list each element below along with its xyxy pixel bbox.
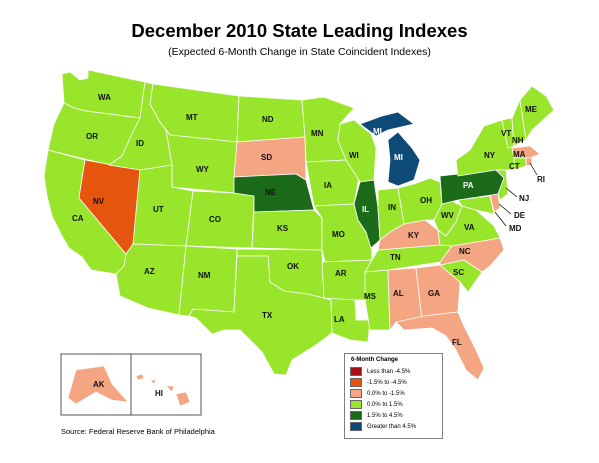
label-MS: MS: [364, 292, 377, 301]
state-ME[interactable]: [519, 85, 555, 141]
map-title: December 2010 State Leading Indexes: [131, 20, 468, 41]
label-NE: NE: [265, 188, 277, 197]
legend-item: Greater than 4.5%: [350, 422, 416, 431]
state-IL[interactable]: [353, 179, 381, 249]
label-OH: OH: [420, 196, 432, 205]
label-CO: CO: [209, 215, 221, 224]
label-OR: OR: [86, 132, 98, 141]
label-SC: SC: [453, 268, 464, 277]
state-MA[interactable]: [511, 145, 541, 159]
leader-DE: [498, 203, 512, 215]
state-MI[interactable]: [359, 111, 421, 187]
legend-swatch: [350, 400, 362, 409]
legend-item: 0.0% to -1.5%: [350, 389, 405, 398]
label-AZ: AZ: [144, 267, 155, 276]
state-HI[interactable]: [135, 373, 191, 407]
legend-swatch: [350, 367, 362, 376]
legend-swatch: [350, 422, 362, 431]
legend-swatch: [350, 389, 362, 398]
label-NM: NM: [198, 271, 211, 280]
label-ID: ID: [136, 139, 144, 148]
label-TX: TX: [262, 311, 273, 320]
label-SD: SD: [261, 153, 272, 162]
label-KS: KS: [277, 224, 289, 233]
label-HI: HI: [155, 389, 163, 398]
label-CA: CA: [72, 214, 84, 223]
label-AL: AL: [393, 289, 404, 298]
legend-label: 0.0% to -1.5%: [367, 390, 405, 397]
state-CO[interactable]: [185, 190, 255, 249]
state-VA[interactable]: [437, 205, 501, 247]
label-WA: WA: [98, 93, 111, 102]
label-NV: NV: [93, 197, 105, 206]
label-UT: UT: [153, 205, 164, 214]
legend-item: 1.5% to 4.5%: [350, 411, 403, 420]
legend-label: 0.0% to 1.5%: [367, 401, 403, 408]
label-MN: MN: [311, 129, 324, 138]
label-WY: WY: [196, 165, 210, 174]
label-IN: IN: [388, 203, 396, 212]
label-MD: MD: [509, 224, 522, 233]
label-VT: VT: [501, 129, 511, 138]
legend-swatch: [350, 378, 362, 387]
label-PA: PA: [463, 181, 474, 190]
label-ND: ND: [262, 115, 274, 124]
state-MD[interactable]: [457, 195, 495, 215]
label-NJ: NJ: [519, 194, 529, 203]
legend-item: Less than -4.5%: [350, 367, 410, 376]
leader-MD: [494, 211, 507, 227]
label-NC: NC: [459, 247, 471, 256]
label-IA: IA: [324, 181, 332, 190]
label-DE: DE: [514, 211, 526, 220]
label-MT: MT: [186, 113, 198, 122]
label-GA: GA: [428, 289, 440, 298]
state-FL[interactable]: [395, 311, 485, 381]
label-AK: AK: [93, 380, 105, 389]
label-LA: LA: [334, 315, 345, 324]
legend-swatch: [350, 411, 362, 420]
label-NH: NH: [512, 136, 524, 145]
label-KY: KY: [408, 231, 420, 240]
legend-item: -1.5% to -4.5%: [350, 378, 407, 387]
legend-label: Less than -4.5%: [367, 368, 411, 375]
legend-label: Greater than 4.5%: [367, 423, 417, 430]
hawaii-inset-frame: [130, 353, 202, 416]
label-MA: MA: [513, 150, 526, 159]
label-IL: IL: [362, 205, 369, 214]
legend-label: 1.5% to 4.5%: [367, 412, 403, 419]
label-AR: AR: [335, 269, 347, 278]
state-AK[interactable]: [67, 365, 129, 405]
legend-label: -1.5% to -4.5%: [367, 379, 407, 386]
legend-title: 6-Month Change: [351, 357, 398, 363]
label-ME: ME: [525, 105, 538, 114]
label-MO: MO: [332, 230, 345, 239]
label-FL: FL: [452, 338, 462, 347]
label-OK: OK: [287, 262, 299, 271]
label-CT: CT: [509, 162, 520, 171]
state-LA[interactable]: [323, 297, 371, 343]
state-TX[interactable]: [188, 255, 333, 376]
leader-RI: [529, 162, 538, 176]
legend-item: 0.0% to 1.5%: [350, 400, 403, 409]
label-RI: RI: [537, 175, 545, 184]
state-IA[interactable]: [305, 159, 361, 207]
label-WI: WI: [349, 151, 359, 160]
label-TN: TN: [390, 253, 401, 262]
label-NY: NY: [484, 151, 496, 160]
label-WV: WV: [441, 211, 455, 220]
source-note: Source: Federal Reserve Bank of Philadel…: [61, 427, 215, 436]
legend: 6-Month Change Less than -4.5% -1.5% to …: [344, 353, 443, 439]
map-subtitle: (Expected 6-Month Change in State Coinci…: [168, 46, 431, 58]
state-NM[interactable]: [178, 245, 238, 317]
label-MI-upper: MI: [373, 127, 382, 136]
state-AZ[interactable]: [115, 243, 187, 316]
leader-NJ: [505, 187, 518, 198]
label-MI: MI: [394, 153, 403, 162]
label-VA: VA: [464, 223, 475, 232]
